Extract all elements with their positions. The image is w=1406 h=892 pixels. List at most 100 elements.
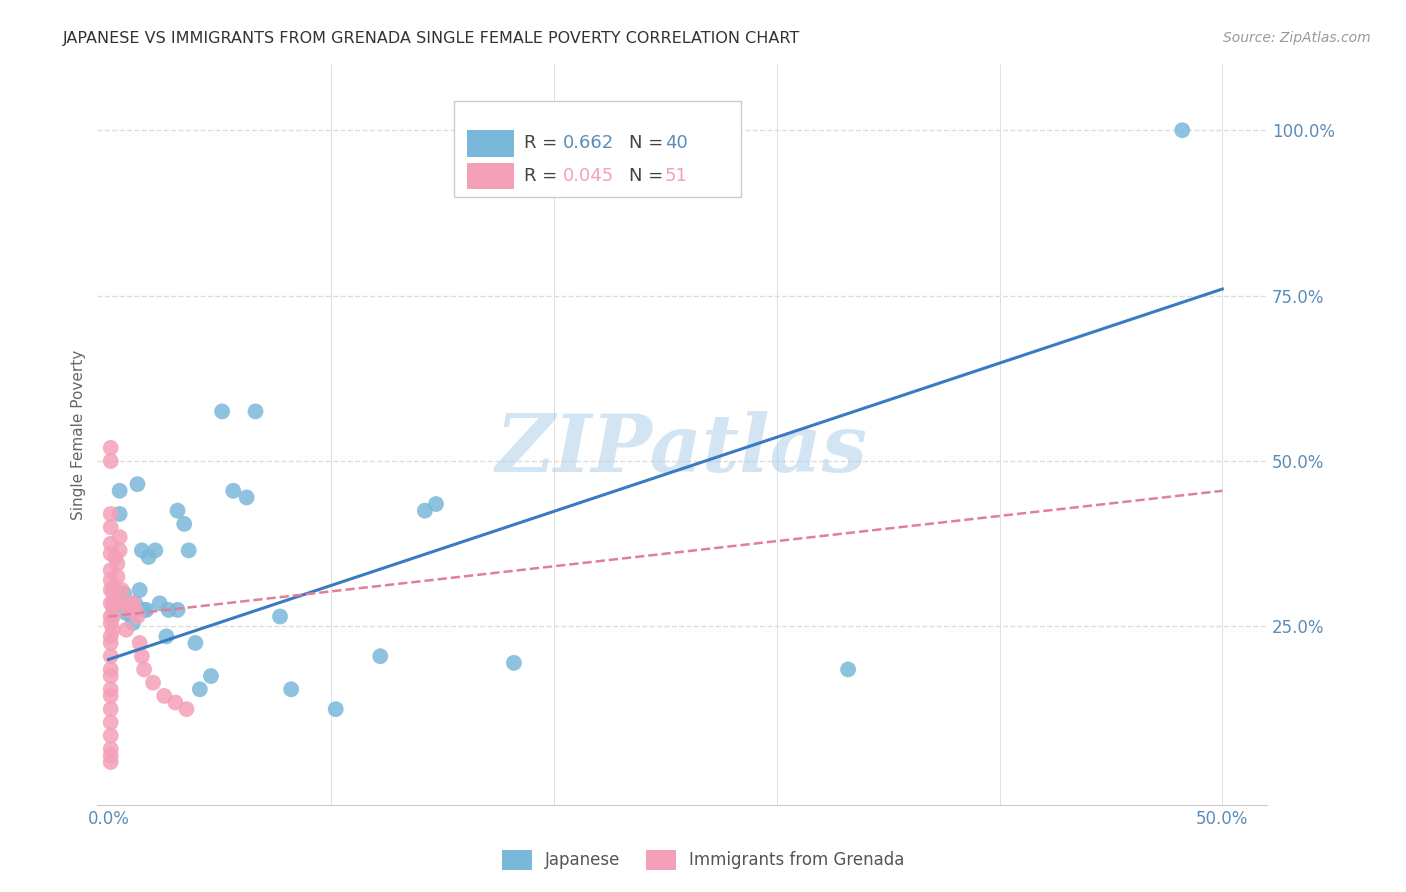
Point	[101, 623, 124, 637]
Point	[101, 599, 124, 614]
FancyBboxPatch shape	[467, 130, 513, 157]
Point	[222, 483, 245, 498]
Point	[177, 543, 200, 558]
FancyBboxPatch shape	[454, 101, 741, 197]
Point	[413, 503, 436, 517]
Text: Source: ZipAtlas.com: Source: ZipAtlas.com	[1223, 31, 1371, 45]
Point	[100, 682, 122, 697]
Point	[131, 543, 153, 558]
Point	[1171, 123, 1194, 137]
Point	[503, 656, 526, 670]
Text: ZIPatlas: ZIPatlas	[496, 410, 868, 488]
Point	[165, 696, 187, 710]
Point	[100, 507, 122, 521]
Point	[100, 715, 122, 730]
Point	[100, 582, 122, 597]
Point	[108, 543, 131, 558]
Point	[100, 662, 122, 676]
Point	[166, 503, 188, 517]
Point	[127, 609, 149, 624]
Y-axis label: Single Female Poverty: Single Female Poverty	[72, 350, 86, 520]
Legend: Japanese, Immigrants from Grenada: Japanese, Immigrants from Grenada	[495, 843, 911, 877]
Point	[100, 742, 122, 756]
Point	[101, 609, 124, 624]
Point	[100, 669, 122, 683]
Point	[100, 649, 122, 664]
Point	[100, 441, 122, 455]
Point	[100, 609, 122, 624]
Point	[155, 629, 177, 643]
Text: R =: R =	[524, 168, 564, 186]
Point	[176, 702, 198, 716]
Point	[100, 520, 122, 534]
Point	[100, 636, 122, 650]
Point	[184, 636, 207, 650]
Point	[149, 596, 172, 610]
Point	[100, 729, 122, 743]
Point	[131, 649, 153, 664]
Point	[135, 603, 157, 617]
Point	[166, 603, 188, 617]
Point	[120, 596, 142, 610]
Point	[122, 596, 145, 610]
Text: 51: 51	[665, 168, 688, 186]
Point	[100, 629, 122, 643]
Point	[105, 586, 128, 600]
Point	[211, 404, 233, 418]
Point	[143, 543, 166, 558]
Point	[368, 649, 391, 664]
Point	[111, 582, 134, 597]
Point	[100, 547, 122, 561]
Text: 0.045: 0.045	[562, 168, 614, 186]
Point	[280, 682, 302, 697]
FancyBboxPatch shape	[467, 163, 513, 189]
Text: 0.662: 0.662	[562, 135, 614, 153]
Point	[100, 537, 122, 551]
Point	[101, 582, 124, 597]
Point	[100, 573, 122, 587]
Point	[115, 606, 138, 620]
Point	[142, 675, 165, 690]
Point	[235, 491, 257, 505]
Point	[100, 702, 122, 716]
Point	[124, 603, 146, 617]
Point	[134, 603, 156, 617]
Point	[112, 586, 135, 600]
Point	[100, 689, 122, 703]
Text: R =: R =	[524, 135, 564, 153]
Point	[100, 755, 122, 769]
Point	[108, 507, 131, 521]
Text: 40: 40	[665, 135, 688, 153]
Point	[128, 636, 150, 650]
Point	[101, 596, 124, 610]
Point	[104, 596, 127, 610]
Point	[200, 669, 222, 683]
Point	[108, 483, 131, 498]
Point	[269, 609, 291, 624]
Text: JAPANESE VS IMMIGRANTS FROM GRENADA SINGLE FEMALE POVERTY CORRELATION CHART: JAPANESE VS IMMIGRANTS FROM GRENADA SING…	[63, 31, 800, 46]
Point	[425, 497, 447, 511]
Point	[128, 582, 150, 597]
Point	[104, 582, 127, 597]
Point	[134, 662, 156, 676]
Point	[127, 477, 149, 491]
Point	[153, 689, 176, 703]
Point	[117, 599, 139, 614]
Point	[105, 570, 128, 584]
Point	[104, 549, 127, 564]
Point	[120, 606, 142, 620]
Point	[115, 623, 138, 637]
Point	[100, 454, 122, 468]
Text: N =: N =	[630, 135, 669, 153]
Point	[837, 662, 859, 676]
Point	[157, 603, 180, 617]
Point	[188, 682, 211, 697]
Point	[325, 702, 347, 716]
Point	[108, 530, 131, 544]
Point	[138, 549, 160, 564]
Point	[100, 748, 122, 763]
Point	[105, 557, 128, 571]
Point	[100, 596, 122, 610]
Point	[173, 516, 195, 531]
Point	[245, 404, 267, 418]
